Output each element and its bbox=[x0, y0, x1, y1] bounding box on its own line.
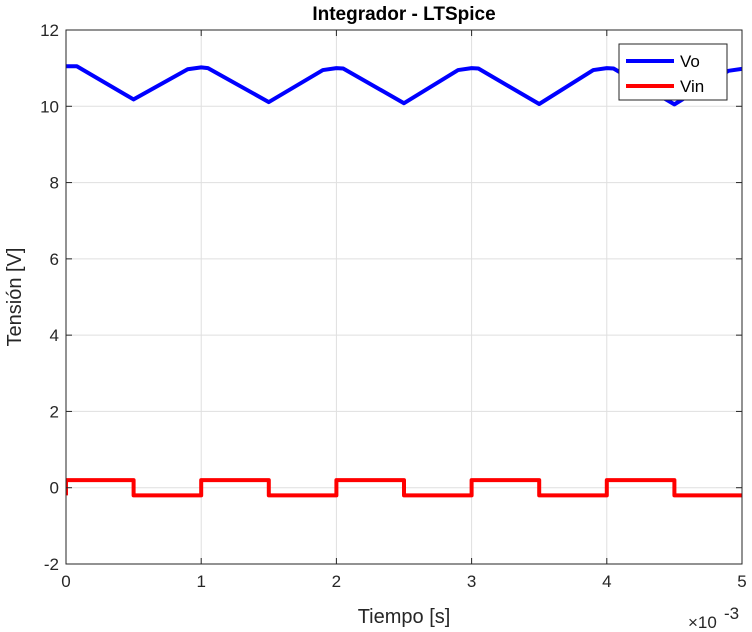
legend-label-vo: Vo bbox=[680, 52, 700, 71]
x-tick-label: 4 bbox=[602, 572, 611, 591]
x-exponent: ×10 -3 bbox=[688, 604, 739, 632]
legend-label-vin: Vin bbox=[680, 77, 704, 96]
y-tick-label: 0 bbox=[50, 479, 59, 498]
x-axis-label: Tiempo [s] bbox=[358, 606, 451, 628]
y-tick-label: 6 bbox=[50, 250, 59, 269]
y-tick-label: 2 bbox=[50, 402, 59, 421]
chart-title: Integrador - LTSpice bbox=[312, 4, 495, 25]
x-tick-label: 0 bbox=[61, 572, 70, 591]
x-tick-label: 1 bbox=[196, 572, 205, 591]
y-tick-label: 10 bbox=[40, 97, 59, 116]
x-exponent-base: ×10 bbox=[688, 613, 717, 632]
x-tick-label: 2 bbox=[332, 572, 341, 591]
y-axis-label: Tensión [V] bbox=[4, 248, 26, 347]
legend: Vo Vin bbox=[618, 43, 728, 101]
y-tick-label: -2 bbox=[44, 555, 59, 574]
x-tick-label: 3 bbox=[467, 572, 476, 591]
series-line-vin bbox=[66, 478, 742, 498]
series-line-vo bbox=[66, 64, 742, 107]
x-exponent-power: -3 bbox=[724, 604, 739, 623]
plot-frame bbox=[65, 29, 743, 565]
y-tick-label: 4 bbox=[50, 326, 59, 345]
series-layer bbox=[66, 64, 742, 498]
x-tick-label: 5 bbox=[737, 572, 746, 591]
y-tick-label: 12 bbox=[40, 21, 59, 40]
plot-area bbox=[66, 30, 742, 564]
y-tick-label: 8 bbox=[50, 174, 59, 193]
legend-box bbox=[618, 43, 728, 101]
